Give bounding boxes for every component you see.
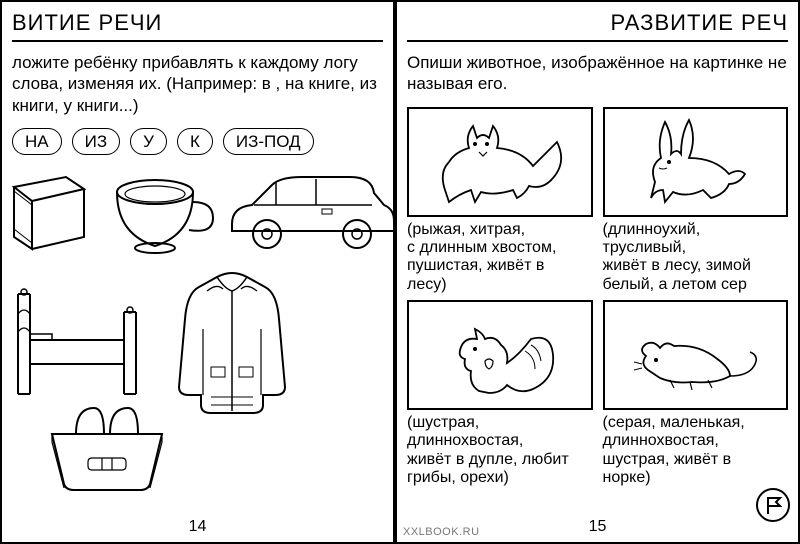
page-header-left: ВИТИЕ РЕЧИ [12, 10, 383, 42]
animal-desc: (рыжая, хитрая, с длинным хвостом, пушис… [407, 221, 593, 295]
fox-icon [425, 112, 575, 212]
mouse-icon [620, 310, 770, 400]
animal-cell-rabbit: (длинноухий, трусливый, живёт в лесу, зи… [603, 107, 789, 295]
car-icon [222, 169, 395, 259]
animal-grid: (рыжая, хитрая, с длинным хвостом, пушис… [407, 107, 788, 488]
animal-desc: (серая, маленькая, длиннохвостая, шустра… [603, 414, 789, 488]
bag-icon [42, 404, 172, 494]
animal-cell-squirrel: (шустрая, длиннохвостая, живёт в дупле, … [407, 300, 593, 488]
animal-box [407, 300, 593, 410]
watermark-text: XXLBOOK.RU [403, 526, 480, 538]
animal-cell-mouse: (серая, маленькая, длиннохвостая, шустра… [603, 300, 789, 488]
cup-icon [107, 174, 217, 264]
page-right: РАЗВИТИЕ РЕЧ Опиши животное, изображённо… [395, 0, 800, 544]
book-icon [6, 169, 96, 254]
animal-box [603, 107, 789, 217]
flag-badge [756, 488, 790, 522]
preposition-pill: У [130, 128, 167, 155]
instruction-right: Опиши животное, изображённое на картинке… [407, 52, 788, 95]
rabbit-icon [625, 112, 765, 212]
preposition-row: НА ИЗ У К ИЗ-ПОД [12, 128, 383, 155]
preposition-pill: ИЗ [72, 128, 121, 155]
preposition-pill: К [177, 128, 213, 155]
animal-desc: (шустрая, длиннохвостая, живёт в дупле, … [407, 414, 593, 488]
jacket-icon [167, 269, 297, 419]
animal-box [603, 300, 789, 410]
page-left: ВИТИЕ РЕЧИ ложите ребёнку прибавлять к к… [0, 0, 395, 544]
page-number-left: 14 [189, 518, 207, 536]
page-header-right: РАЗВИТИЕ РЕЧ [407, 10, 788, 42]
animal-desc: (длинноухий, трусливый, живёт в лесу, зи… [603, 221, 789, 295]
animal-box [407, 107, 593, 217]
objects-area [12, 169, 383, 469]
animal-cell-fox: (рыжая, хитрая, с длинным хвостом, пушис… [407, 107, 593, 295]
squirrel-icon [435, 305, 565, 405]
page-number-right: 15 [589, 518, 607, 536]
preposition-pill: НА [12, 128, 62, 155]
bed-icon [6, 284, 146, 404]
instruction-left: ложите ребёнку прибавлять к каждому логу… [12, 52, 383, 116]
preposition-pill: ИЗ-ПОД [223, 128, 314, 155]
